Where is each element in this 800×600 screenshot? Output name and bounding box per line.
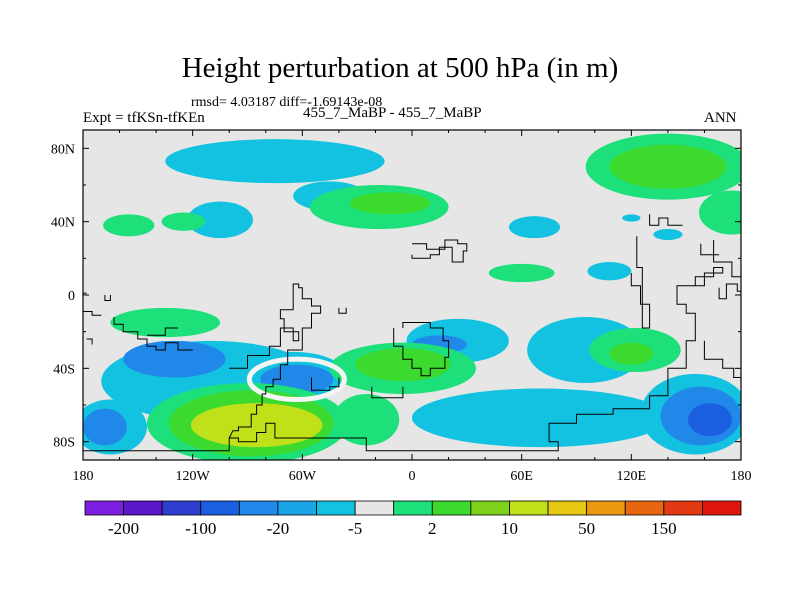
colorbar-bin bbox=[316, 500, 356, 516]
coastline bbox=[371, 386, 404, 399]
right-label: ANN bbox=[704, 110, 737, 126]
coastline bbox=[700, 243, 720, 256]
contour-region bbox=[687, 403, 732, 437]
coastline bbox=[393, 322, 450, 377]
colorbar-bin bbox=[393, 500, 433, 516]
contour-region bbox=[187, 201, 253, 239]
colorbar-bin bbox=[624, 500, 665, 516]
colorbar-label: -100 bbox=[185, 519, 216, 538]
x-tick-label: 0 bbox=[409, 469, 416, 484]
coastline bbox=[630, 236, 651, 329]
map-axes: 180 120W 60W 0 60E 120E 180 80N 40N 0 40S 80S bbox=[51, 129, 752, 484]
colorbar-label: 10 bbox=[501, 519, 518, 538]
contour-region bbox=[587, 262, 632, 281]
contour-region bbox=[110, 307, 221, 338]
coastline bbox=[147, 327, 178, 336]
coastline bbox=[649, 214, 683, 226]
coastline bbox=[703, 340, 741, 378]
y-tick-label: 80N bbox=[51, 142, 75, 157]
colorbar-bin bbox=[586, 500, 626, 516]
coastline bbox=[718, 283, 741, 300]
coastline bbox=[86, 338, 93, 345]
x-tick-label: 120E bbox=[617, 469, 647, 484]
contour-region bbox=[622, 214, 641, 222]
colorbar-bin bbox=[200, 500, 240, 516]
contour-region bbox=[412, 388, 668, 448]
colorbar: -200 -100 -20 -5 2 10 50 150 bbox=[84, 500, 742, 538]
colorbar-bin bbox=[161, 500, 202, 516]
contour-region bbox=[103, 214, 155, 237]
colorbar-bin bbox=[663, 500, 703, 516]
contour-region bbox=[488, 263, 555, 283]
x-tick-label: 180 bbox=[73, 469, 94, 484]
colorbar-label: 150 bbox=[651, 519, 677, 538]
colorbar-bin bbox=[470, 500, 510, 516]
chart-title: Height perturbation at 500 hPa (in m) bbox=[181, 52, 619, 84]
colorbar-bin bbox=[509, 500, 549, 516]
colorbar-label: -5 bbox=[348, 519, 362, 538]
colorbar-label: 2 bbox=[428, 519, 437, 538]
contour-region bbox=[349, 192, 431, 215]
coastline bbox=[83, 267, 724, 452]
contour-region bbox=[355, 348, 451, 382]
colorbar-bin bbox=[431, 500, 472, 516]
contour-region bbox=[165, 139, 385, 184]
contour-region bbox=[333, 394, 400, 446]
colorbar-bin bbox=[277, 500, 317, 516]
contour-region bbox=[653, 229, 683, 240]
x-tick-label: 60W bbox=[289, 469, 317, 484]
y-tick-label: 40N bbox=[51, 216, 75, 231]
contour-layer bbox=[83, 130, 741, 460]
coastline bbox=[113, 317, 193, 351]
coastline bbox=[104, 295, 111, 301]
continent-outlines bbox=[83, 214, 741, 452]
zero-contour-ring bbox=[246, 356, 347, 403]
contour-region bbox=[123, 340, 226, 378]
contour-region bbox=[83, 408, 127, 446]
colorbar-bin bbox=[547, 500, 588, 516]
x-tick-label: 60E bbox=[510, 469, 533, 484]
colorbar-bin bbox=[123, 500, 163, 516]
center-label: 455_7_MaBP - 455_7_MaBP bbox=[303, 105, 482, 121]
x-tick-label: 120W bbox=[176, 469, 211, 484]
coastline bbox=[83, 311, 102, 316]
colorbar-label: -200 bbox=[108, 519, 139, 538]
colorbar-bin bbox=[702, 500, 742, 516]
colorbar-label: 50 bbox=[578, 519, 595, 538]
coastline bbox=[338, 307, 347, 314]
contour-region bbox=[161, 212, 206, 231]
contour-region bbox=[508, 216, 561, 239]
coastline bbox=[411, 239, 468, 263]
coastline bbox=[311, 377, 340, 391]
colorbar-bin bbox=[238, 500, 279, 516]
y-tick-label: 40S bbox=[53, 362, 75, 377]
colorbar-bin bbox=[354, 500, 395, 516]
x-tick-label: 180 bbox=[731, 469, 752, 484]
colorbar-bin bbox=[84, 500, 124, 516]
y-tick-label: 80S bbox=[53, 436, 75, 451]
stats-text: rmsd= 4.03187 diff=-1.69143e-08 bbox=[191, 95, 383, 110]
contour-region bbox=[609, 144, 727, 189]
left-label: Expt = tfKSn-tfKEn bbox=[83, 110, 205, 126]
contour-region bbox=[190, 403, 323, 448]
colorbar-label: -20 bbox=[267, 519, 290, 538]
y-tick-label: 0 bbox=[68, 289, 75, 304]
contour-region bbox=[609, 342, 654, 365]
contour-region bbox=[698, 190, 741, 235]
coastline bbox=[228, 283, 322, 439]
